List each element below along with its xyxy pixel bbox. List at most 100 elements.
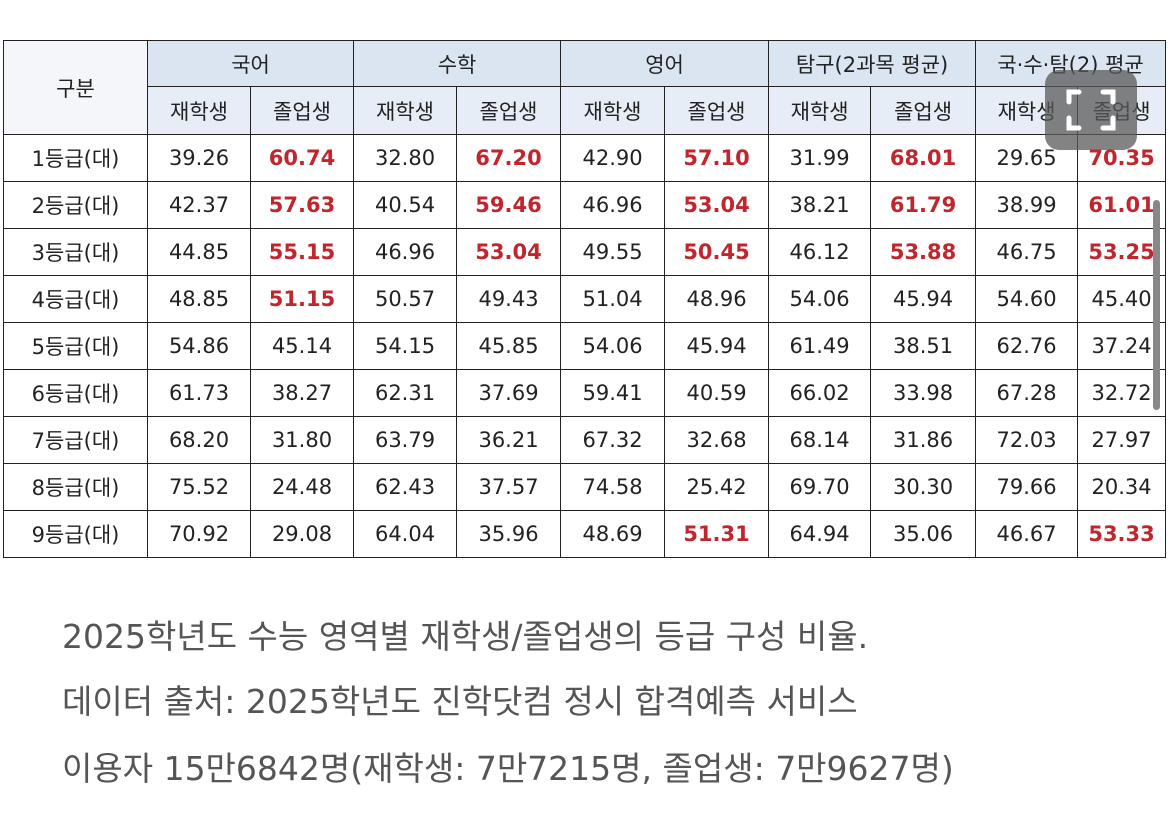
caption-line: 이용자 15만6842명(재학생: 7만7215명, 졸업생: 7만9627명) xyxy=(62,749,954,788)
table-cell: 62.31 xyxy=(353,369,458,417)
table-cell: 53.88 xyxy=(870,228,977,276)
sub-header: 재학생 xyxy=(560,86,666,135)
header-row: 구분 국어 수학 영어 탐구(2과목 평균) 국·수·탐(2) 평균 xyxy=(3,40,1167,135)
sub-header: 졸업생 xyxy=(456,86,562,135)
table-cell: 51.31 xyxy=(664,510,770,558)
table-cell: 46.96 xyxy=(353,228,458,276)
group-header: 국어 xyxy=(146,40,355,87)
table-row: 5등급(대) 54.86 45.14 54.15 45.85 54.06 45.94 61.4… xyxy=(3,322,1167,370)
table-cell: 46.75 xyxy=(975,228,1079,276)
table-cell: 24.48 xyxy=(249,463,355,511)
table-cell: 67.32 xyxy=(560,416,666,464)
table-cell: 37.69 xyxy=(456,369,562,417)
table-row: 3등급(대) 44.85 55.15 46.96 53.04 49.55 50.45 46.1… xyxy=(3,228,1167,276)
sub-header: 재학생 xyxy=(353,86,458,135)
sub-header: 졸업생 xyxy=(249,86,355,135)
table-cell: 61.49 xyxy=(768,322,872,370)
table-cell: 75.52 xyxy=(147,463,251,511)
table-cell: 55.15 xyxy=(249,228,355,276)
table-cell: 37.57 xyxy=(456,463,562,511)
table-cell: 38.99 xyxy=(975,181,1079,229)
fullscreen-icon xyxy=(1066,89,1116,131)
table-cell: 32.72 xyxy=(1077,369,1167,417)
row-label: 4등급(대) xyxy=(3,275,148,323)
table-cell: 40.59 xyxy=(664,369,770,417)
caption-line: 2025학년도 수능 영역별 재학생/졸업생의 등급 구성 비율. xyxy=(62,617,869,656)
table-cell: 57.10 xyxy=(664,134,770,182)
table-cell: 54.15 xyxy=(353,322,458,370)
table-cell: 54.60 xyxy=(975,275,1079,323)
sub-header: 재학생 xyxy=(147,86,251,135)
table-cell: 45.94 xyxy=(870,275,977,323)
sub-header: 졸업생 xyxy=(870,86,977,135)
table-cell: 59.41 xyxy=(560,369,666,417)
table-cell: 62.76 xyxy=(975,322,1079,370)
table-cell: 61.73 xyxy=(147,369,251,417)
table-cell: 42.90 xyxy=(560,134,666,182)
row-label: 2등급(대) xyxy=(3,181,148,229)
table-cell: 54.06 xyxy=(768,275,872,323)
table-cell: 64.04 xyxy=(353,510,458,558)
table-cell: 38.27 xyxy=(249,369,355,417)
table-cell: 35.96 xyxy=(456,510,562,558)
table-cell: 63.79 xyxy=(353,416,458,464)
row-label: 5등급(대) xyxy=(3,322,148,370)
group-header: 탐구(2과목 평균) xyxy=(768,40,977,87)
table-cell: 74.58 xyxy=(560,463,666,511)
table-row: 7등급(대) 68.20 31.80 63.79 36.21 67.32 32.68 68.1… xyxy=(3,416,1167,464)
table-cell: 54.06 xyxy=(560,322,666,370)
table-cell: 35.06 xyxy=(870,510,977,558)
table-cell: 31.99 xyxy=(768,134,872,182)
table-cell: 72.03 xyxy=(975,416,1079,464)
table-cell: 49.55 xyxy=(560,228,666,276)
table-cell: 61.79 xyxy=(870,181,977,229)
table-cell: 51.15 xyxy=(249,275,355,323)
table-cell: 32.68 xyxy=(664,416,770,464)
table-cell: 67.28 xyxy=(975,369,1079,417)
table-cell: 68.14 xyxy=(768,416,872,464)
table-cell: 38.21 xyxy=(768,181,872,229)
table-cell: 44.85 xyxy=(147,228,251,276)
table-cell: 51.04 xyxy=(560,275,666,323)
fullscreen-button[interactable] xyxy=(1045,70,1137,150)
table-cell: 64.94 xyxy=(768,510,872,558)
table-cell: 46.12 xyxy=(768,228,872,276)
table-cell: 20.34 xyxy=(1077,463,1167,511)
table-cell: 33.98 xyxy=(870,369,977,417)
table-cell: 49.43 xyxy=(456,275,562,323)
group-header: 영어 xyxy=(560,40,770,87)
header-cell: 구분 xyxy=(3,40,148,135)
row-label: 8등급(대) xyxy=(3,463,148,511)
table-cell: 31.86 xyxy=(870,416,977,464)
table-cell: 62.43 xyxy=(353,463,458,511)
table-row: 8등급(대) 75.52 24.48 62.43 37.57 74.58 25.42 69.7… xyxy=(3,463,1167,511)
row-label: 9등급(대) xyxy=(3,510,148,558)
table-cell: 45.85 xyxy=(456,322,562,370)
table-cell: 67.20 xyxy=(456,134,562,182)
table-cell: 53.04 xyxy=(456,228,562,276)
table-cell: 37.24 xyxy=(1077,322,1167,370)
table-cell: 48.69 xyxy=(560,510,666,558)
table-cell: 54.86 xyxy=(147,322,251,370)
scrollbar[interactable] xyxy=(1153,200,1160,410)
row-label: 3등급(대) xyxy=(3,228,148,276)
table-cell: 50.45 xyxy=(664,228,770,276)
table-cell: 25.42 xyxy=(664,463,770,511)
table-cell: 46.67 xyxy=(975,510,1079,558)
table-cell: 66.02 xyxy=(768,369,872,417)
table-cell: 53.25 xyxy=(1077,228,1167,276)
row-label: 1등급(대) xyxy=(3,134,148,182)
table-cell: 70.92 xyxy=(147,510,251,558)
group-header: 수학 xyxy=(353,40,562,87)
table-cell: 50.57 xyxy=(353,275,458,323)
table-cell: 57.63 xyxy=(249,181,355,229)
table-cell: 39.26 xyxy=(147,134,251,182)
table-cell: 48.85 xyxy=(147,275,251,323)
table-cell: 42.37 xyxy=(147,181,251,229)
table-cell: 38.51 xyxy=(870,322,977,370)
table-cell: 40.54 xyxy=(353,181,458,229)
table-row: 2등급(대) 42.37 57.63 40.54 59.46 46.96 53.04 38.2… xyxy=(3,181,1167,229)
caption-line: 데이터 출처: 2025학년도 진학닷컴 정시 합격예측 서비스 xyxy=(62,682,858,721)
table-cell: 48.96 xyxy=(664,275,770,323)
